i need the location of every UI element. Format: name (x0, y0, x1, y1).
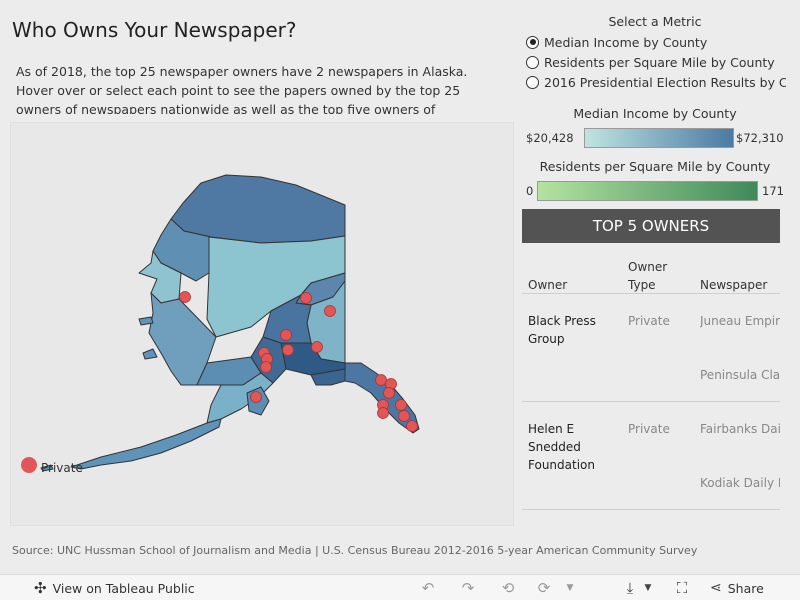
download-dropdown-icon[interactable]: ▼ (644, 583, 652, 593)
radio-icon[interactable] (526, 75, 539, 89)
radio-selected-icon[interactable] (526, 35, 539, 49)
map-region-island-3[interactable] (40, 464, 54, 472)
newspaper-name[interactable]: Fairbanks Daily News-Miner (700, 422, 780, 436)
share-icon: ⋖ (710, 580, 722, 596)
metric-option-label: Residents per Square Mile by County (544, 54, 775, 70)
newspaper-name[interactable]: Peninsula Clarion (700, 368, 780, 382)
tableau-logo-icon: ✣ (34, 579, 47, 597)
newspaper-marker[interactable] (395, 399, 407, 411)
newspaper-marker[interactable] (324, 305, 336, 317)
density-scale-min: 0 (526, 184, 534, 198)
metric-option-residents[interactable]: Residents per Square Mile by County (526, 52, 786, 72)
income-color-bar (584, 128, 734, 148)
income-scale-title: Median Income by County (573, 106, 737, 121)
view-on-tableau-button[interactable]: ✣ View on Tableau Public (34, 579, 195, 597)
newspaper-marker[interactable] (179, 291, 191, 303)
newspaper-marker[interactable] (398, 410, 410, 422)
alaska-map[interactable]: Private (10, 122, 514, 526)
share-button[interactable]: ⋖ Share (710, 579, 764, 597)
newspaper-marker[interactable] (377, 407, 389, 419)
map-region-island-1[interactable] (138, 316, 154, 326)
owner-type: Private (628, 314, 670, 328)
map-region-valdez[interactable] (310, 368, 346, 386)
private-legend-dot[interactable] (21, 457, 37, 473)
metric-selector-header: Select a Metric (608, 14, 702, 29)
income-scale-max: $72,310 (736, 131, 784, 145)
map-canvas[interactable] (11, 123, 515, 527)
source-note: Source: UNC Hussman School of Journalism… (12, 544, 698, 557)
top-owners-banner: TOP 5 OWNERS (522, 209, 780, 243)
newspaper-marker[interactable] (311, 341, 323, 353)
newspaper-marker[interactable] (280, 329, 292, 341)
table-divider (522, 293, 780, 294)
redo-icon[interactable]: ↷ (461, 579, 475, 597)
metric-option-election[interactable]: 2016 Presidential Election Results by Co… (526, 72, 786, 92)
income-scale-min: $20,428 (526, 131, 574, 145)
fullscreen-icon[interactable]: ⛶ (676, 579, 688, 597)
owner-name: Helen E Snedded Foundation (528, 422, 595, 472)
newspaper-marker[interactable] (383, 387, 395, 399)
share-label: Share (727, 580, 764, 596)
newspaper-marker[interactable] (406, 420, 418, 432)
newspaper-name[interactable]: Kodiak Daily Mirror (700, 476, 780, 490)
map-region-island-2[interactable] (142, 348, 158, 360)
page-description: As of 2018, the top 25 newspaper owners … (16, 64, 468, 114)
metric-option-label: 2016 Presidential Election Results by Co… (544, 74, 786, 90)
newspaper-marker[interactable] (282, 344, 294, 356)
column-header-newspaper[interactable]: Newspaper (700, 278, 768, 292)
page-title: Who Owns Your Newspaper? (12, 18, 297, 42)
density-scale-title: Residents per Square Mile by County (539, 159, 771, 174)
metric-option-label: Median Income by County (544, 34, 708, 50)
newspaper-marker[interactable] (250, 391, 262, 403)
private-legend-label: Private (41, 461, 83, 475)
revert-icon[interactable]: ⟲ (501, 579, 515, 597)
table-divider (522, 509, 780, 510)
column-header-owner[interactable]: Owner (528, 278, 568, 292)
density-color-bar (537, 181, 758, 201)
newspaper-marker[interactable] (375, 374, 387, 386)
tableau-toolbar: ✣ View on Tableau Public ↶ ↷ ⟲ ⟳ ▼ ⤓ ▼ ⛶… (0, 574, 800, 600)
view-on-tableau-label: View on Tableau Public (52, 580, 195, 596)
refresh-icon[interactable]: ⟳ (537, 579, 551, 597)
map-region-northwest[interactable] (152, 218, 212, 282)
table-divider (522, 401, 780, 402)
map-region-north-slope[interactable] (170, 174, 346, 244)
newspaper-name[interactable]: Juneau Empire (700, 314, 780, 328)
newspaper-marker[interactable] (300, 292, 312, 304)
owner-name: Black Press Group (528, 314, 596, 346)
density-scale-max: 171 (762, 184, 784, 198)
newspaper-marker[interactable] (260, 361, 272, 373)
map-region-bethel[interactable] (148, 292, 217, 386)
map-region-aleutians[interactable] (70, 418, 222, 470)
refresh-dropdown-icon[interactable]: ▼ (566, 583, 574, 593)
owner-type: Private (628, 422, 670, 436)
radio-icon[interactable] (526, 55, 539, 69)
download-icon[interactable]: ⤓ (626, 579, 634, 597)
undo-icon[interactable]: ↶ (421, 579, 435, 597)
column-header-owner-type[interactable]: Owner Type (628, 260, 668, 292)
metric-option-median-income[interactable]: Median Income by County (526, 32, 786, 52)
